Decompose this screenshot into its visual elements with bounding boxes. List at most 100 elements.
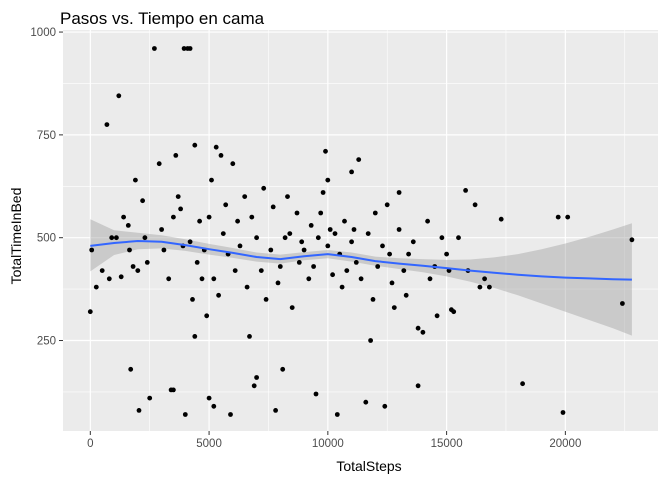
y-axis: 250 500 750 1000	[30, 27, 63, 348]
data-point	[194, 260, 200, 265]
data-point	[520, 381, 525, 387]
data-point	[244, 284, 250, 290]
data-point	[268, 247, 274, 253]
data-point	[325, 243, 331, 249]
data-point	[247, 334, 252, 339]
data-point	[296, 260, 302, 265]
data-point	[273, 408, 278, 413]
data-point	[190, 297, 195, 302]
x-tick-label: 5000	[196, 438, 222, 450]
data-point	[230, 161, 236, 167]
data-point	[242, 194, 248, 200]
data-point	[197, 218, 203, 224]
data-point	[125, 223, 131, 228]
data-point	[216, 292, 222, 298]
data-point	[315, 235, 321, 241]
data-point	[387, 251, 392, 257]
data-point	[406, 251, 411, 257]
data-point	[325, 177, 331, 183]
data-point	[261, 185, 267, 191]
data-point	[277, 264, 283, 269]
data-point	[349, 169, 354, 175]
data-point	[560, 410, 566, 415]
data-point	[152, 46, 157, 51]
x-tick-label: 20000	[549, 438, 581, 450]
data-point	[228, 412, 233, 417]
major-grid	[63, 30, 658, 431]
data-point	[106, 276, 112, 282]
data-point	[382, 403, 388, 409]
data-point	[121, 214, 126, 220]
y-tick-label: 1000	[30, 27, 56, 39]
data-point	[237, 243, 243, 249]
data-point	[444, 251, 449, 257]
data-point	[182, 412, 188, 417]
data-point	[114, 235, 119, 241]
data-point	[206, 214, 212, 220]
data-point	[116, 93, 122, 99]
data-point	[555, 214, 561, 220]
data-point	[178, 206, 184, 212]
data-point	[358, 276, 364, 282]
data-point	[192, 142, 198, 148]
data-point	[270, 204, 276, 210]
data-point	[477, 284, 483, 290]
data-point	[251, 383, 257, 389]
data-point	[232, 268, 238, 273]
data-point	[410, 239, 416, 245]
data-point	[339, 284, 345, 290]
data-point	[99, 268, 105, 273]
data-point	[482, 276, 487, 282]
data-point	[365, 231, 371, 237]
data-point	[258, 268, 264, 273]
data-point	[420, 329, 426, 335]
data-point	[175, 194, 181, 200]
data-point	[342, 218, 347, 224]
data-point	[301, 247, 307, 253]
data-point	[415, 383, 421, 389]
data-point	[391, 305, 397, 310]
data-point	[147, 395, 153, 401]
data-point	[159, 227, 165, 232]
data-point	[130, 264, 136, 269]
y-tick-label: 500	[37, 233, 56, 245]
data-point	[472, 202, 478, 208]
data-point	[349, 239, 354, 245]
data-point	[220, 231, 226, 237]
data-point	[161, 247, 167, 253]
data-point	[199, 276, 205, 282]
data-point	[323, 148, 328, 154]
data-point	[311, 264, 316, 269]
data-point	[396, 190, 402, 195]
data-point	[463, 188, 468, 193]
data-point	[344, 268, 350, 273]
data-point	[282, 235, 288, 241]
data-point	[254, 375, 259, 380]
data-point	[235, 218, 241, 224]
data-point	[187, 46, 193, 51]
smooth-line-layer	[90, 239, 632, 281]
data-point	[173, 153, 179, 158]
data-point	[380, 243, 385, 249]
data-point	[213, 144, 219, 150]
data-point	[223, 202, 229, 208]
data-point	[620, 301, 625, 306]
data-point	[89, 247, 95, 253]
data-point	[498, 216, 504, 222]
y-tick-label: 750	[37, 130, 56, 142]
data-point	[289, 305, 295, 310]
data-point	[334, 412, 340, 417]
data-point	[118, 274, 124, 280]
data-point	[370, 297, 376, 302]
data-point	[375, 264, 381, 269]
x-tick-label: 10000	[312, 438, 344, 450]
data-point	[356, 157, 362, 163]
data-point	[285, 194, 290, 200]
data-point	[211, 403, 217, 409]
data-point	[384, 202, 390, 208]
data-point	[192, 334, 198, 339]
data-point	[181, 46, 187, 51]
data-point	[166, 276, 172, 282]
data-point	[187, 239, 193, 245]
data-point	[254, 235, 259, 241]
